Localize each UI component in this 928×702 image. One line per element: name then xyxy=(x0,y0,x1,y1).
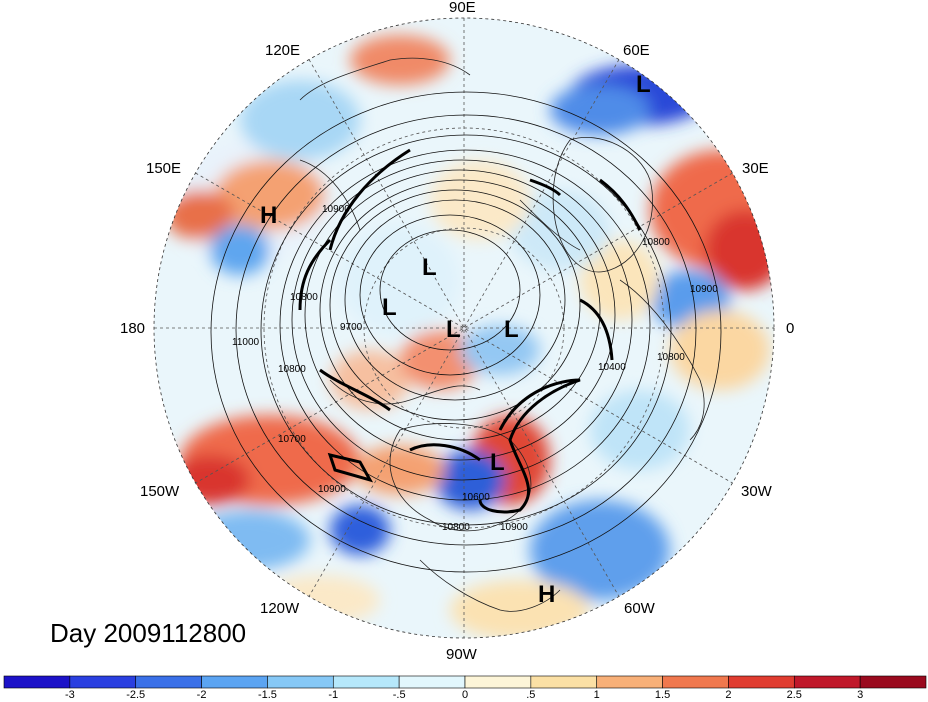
colorbar-swatch xyxy=(332,675,400,689)
lon-label-150e: 150E xyxy=(146,160,181,177)
date-title: Day 2009112800 xyxy=(50,618,247,648)
contour-labels: 10900 10800 9700 11000 10800 10800 10400… xyxy=(232,204,718,533)
colorbar-tick-label: 1 xyxy=(594,689,600,701)
anomaly-field xyxy=(154,18,774,638)
jet-contours xyxy=(298,148,642,514)
contour-label: 10800 xyxy=(657,352,685,363)
low-center: L xyxy=(446,316,461,343)
contour-label: 10900 xyxy=(318,484,346,495)
colorbar-tick-label: -1 xyxy=(328,689,338,701)
lon-label-120w: 120W xyxy=(260,600,300,617)
contour-label: 10900 xyxy=(500,522,528,533)
colorbar-tick-label: 3 xyxy=(857,689,863,701)
colorbar-swatch xyxy=(662,675,729,689)
contour-label: 10600 xyxy=(462,492,490,503)
colorbar-swatch xyxy=(859,675,927,689)
contour-label: 10800 xyxy=(642,237,670,248)
lon-label-60w: 60W xyxy=(624,600,656,617)
colorbar-swatch xyxy=(3,675,71,689)
contour-label: 10900 xyxy=(690,284,718,295)
colorbar-swatch xyxy=(398,675,466,689)
lon-label-30e: 30E xyxy=(742,160,769,177)
colorbar-tick-label: -3 xyxy=(65,689,75,701)
pressure-centers: L L L L L L H H xyxy=(260,71,651,608)
colorbar-tick-label: 2 xyxy=(725,689,731,701)
colorbar-tick-label: -.5 xyxy=(393,689,406,701)
contour-label: 10700 xyxy=(278,434,306,445)
colorbar-tick-label: .5 xyxy=(526,689,535,701)
contour-label: 10800 xyxy=(278,364,306,375)
colorbar-swatch xyxy=(135,675,202,689)
lon-label-0: 0 xyxy=(786,320,794,337)
colorbar-tick-label: 2.5 xyxy=(787,689,802,701)
low-center: L xyxy=(504,316,519,343)
lon-label-60e: 60E xyxy=(623,42,650,59)
contour-label: 10800 xyxy=(290,292,318,303)
lon-label-150w: 150W xyxy=(140,483,180,500)
low-center: L xyxy=(490,449,505,476)
colorbar-swatch xyxy=(596,675,663,689)
contour-label: 11000 xyxy=(232,337,260,348)
contour-label: 10400 xyxy=(598,362,626,373)
colorbar-swatch xyxy=(201,675,268,689)
contour-label: 10800 xyxy=(442,522,470,533)
map-boundary xyxy=(153,17,775,639)
lon-label-180: 180 xyxy=(120,320,145,337)
lon-label-90e: 90E xyxy=(449,0,476,16)
colorbar-tick-label: -2.5 xyxy=(126,689,145,701)
colorbar-swatch xyxy=(267,675,334,689)
low-center: L xyxy=(636,71,651,98)
high-center: H xyxy=(260,202,277,229)
lon-label-30w: 30W xyxy=(741,483,773,500)
contour-label: 9700 xyxy=(340,322,363,333)
colorbar-tick-label: 0 xyxy=(462,689,468,701)
colorbar-swatch xyxy=(728,675,795,689)
colorbar-swatch xyxy=(464,675,532,689)
colorbar-swatch xyxy=(69,675,137,689)
lon-label-90w: 90W xyxy=(446,646,478,663)
colorbar-swatch xyxy=(530,675,598,689)
lon-label-120e: 120E xyxy=(265,42,300,59)
height-contours xyxy=(210,91,722,573)
longitude-labels: 90E 120E 60E 150E 30E 180 0 150W 30W 120… xyxy=(120,0,794,663)
colorbar-swatch xyxy=(793,675,861,689)
colorbar: -3 -2.5 -2 -1.5 -1 -.5 0 .5 1 1.5 2 2.5 3 xyxy=(3,675,927,701)
contour-label: 10900 xyxy=(322,204,350,215)
low-center: L xyxy=(382,294,397,321)
high-center: H xyxy=(538,581,555,608)
colorbar-tick-label: -1.5 xyxy=(258,689,277,701)
low-center: L xyxy=(422,254,437,281)
colorbar-tick-label: 1.5 xyxy=(655,689,670,701)
colorbar-tick-label: -2 xyxy=(197,689,207,701)
